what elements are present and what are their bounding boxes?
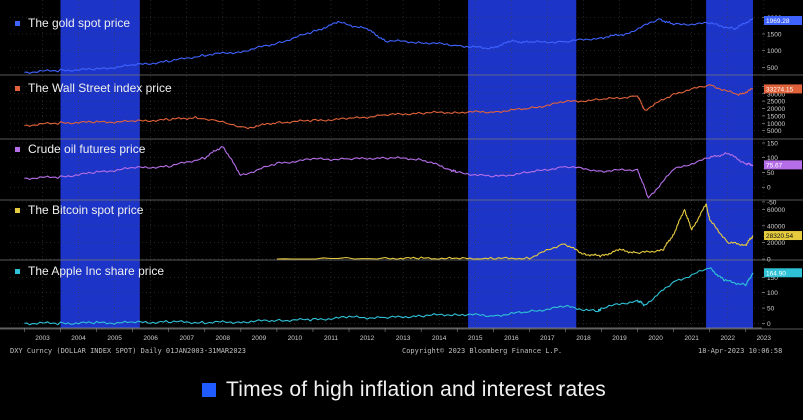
panel-title-0: The gold spot price [28,16,130,30]
highlight-band-0 [60,0,140,328]
y-tick-label: 0 [767,185,771,192]
last-value-badge-1 [764,84,802,94]
last-value-badge-2 [764,160,802,170]
last-value-text-1: 33274.15 [766,86,793,93]
last-value-badge-4 [764,268,802,278]
last-value-badge-3 [764,231,802,241]
series-line-3 [276,203,754,260]
y-tick-label: 150 [767,140,778,147]
x-tick-label-2005: 2005 [107,335,122,342]
x-tick-label-2006: 2006 [143,335,158,342]
footer-timestamp-text: 18-Apr-2023 10:06:58 [698,347,783,355]
last-value-text-2: 75.67 [766,162,783,169]
x-tick-label-2020: 2020 [648,335,663,342]
x-tick-label-2016: 2016 [504,335,519,342]
x-tick-label-2010: 2010 [288,335,303,342]
panel-marker-4 [15,269,20,274]
x-tick-label-2015: 2015 [468,335,483,342]
y-tick-label: 500 [767,65,778,72]
y-tick-label: 100 [767,290,778,297]
x-tick-label-2009: 2009 [252,335,267,342]
panel-marker-1 [15,86,20,91]
x-tick-label-2022: 2022 [721,335,736,342]
series-line-4 [24,267,754,326]
y-tick-label: 40000 [767,223,785,230]
y-tick-label: 25000 [767,99,785,106]
x-tick-label-2023: 2023 [757,335,772,342]
y-tick-label: 30000 [767,91,785,98]
y-tick-label: 1000 [767,48,782,55]
multi-panel-line-chart: 200015001000500The gold spot price1969.2… [0,0,803,342]
legend-swatch [202,383,216,397]
panel-title-3: The Bitcoin spot price [28,203,144,217]
y-tick-label: 150 [767,275,778,282]
footer-source-text: DXY Curncy (DOLLAR INDEX SPOT) Daily 01J… [10,347,247,355]
legend: Times of high inflation and interest rat… [202,376,606,404]
y-tick-label: 60000 [767,207,785,214]
y-tick-label: 5000 [767,128,782,135]
panel-title-4: The Apple Inc share price [28,264,164,278]
y-tick-label: 100 [767,155,778,162]
y-tick-label: 50 [767,306,775,313]
series-line-1 [24,84,754,130]
y-tick-label: 0 [767,321,771,328]
series-line-0 [24,17,754,74]
x-tick-label-2012: 2012 [360,335,375,342]
x-tick-label-2011: 2011 [324,335,338,342]
y-tick-label: 20000 [767,106,785,113]
y-tick-label: 50 [767,170,775,177]
highlight-band-1 [468,0,577,328]
x-tick-label-2008: 2008 [216,335,231,342]
x-tick-label-2014: 2014 [432,335,447,342]
panel-marker-2 [15,147,20,152]
y-tick-label: 0 [767,257,771,264]
y-tick-label: -50 [767,199,777,206]
panel-title-1: The Wall Street index price [28,81,172,95]
x-tick-label-2004: 2004 [71,335,86,342]
x-tick-label-2018: 2018 [576,335,591,342]
x-tick-label-2003: 2003 [35,335,50,342]
y-tick-label: 20000 [767,240,785,247]
series-line-2 [24,146,754,199]
x-tick-label-2013: 2013 [396,335,411,342]
panel-marker-0 [15,21,20,26]
panel-marker-3 [15,208,20,213]
y-tick-label: 15000 [767,113,785,120]
y-tick-label: 10000 [767,121,785,128]
last-value-text-0: 1969.28 [766,18,790,25]
x-tick-label-2021: 2021 [684,335,699,342]
y-tick-label: 1500 [767,32,782,39]
panel-title-2: Crude oil futures price [28,142,146,156]
footer-copyright-text: Copyright© 2023 Bloomberg Finance L.P. [402,347,563,355]
legend-label: Times of high inflation and interest rat… [226,378,606,401]
last-value-text-3: 28320.54 [766,233,793,240]
last-value-text-4: 164.90 [766,270,786,277]
last-value-badge-0 [764,16,802,25]
x-tick-label-2017: 2017 [540,335,555,342]
x-tick-label-2007: 2007 [179,335,194,342]
x-tick-label-2019: 2019 [612,335,627,342]
